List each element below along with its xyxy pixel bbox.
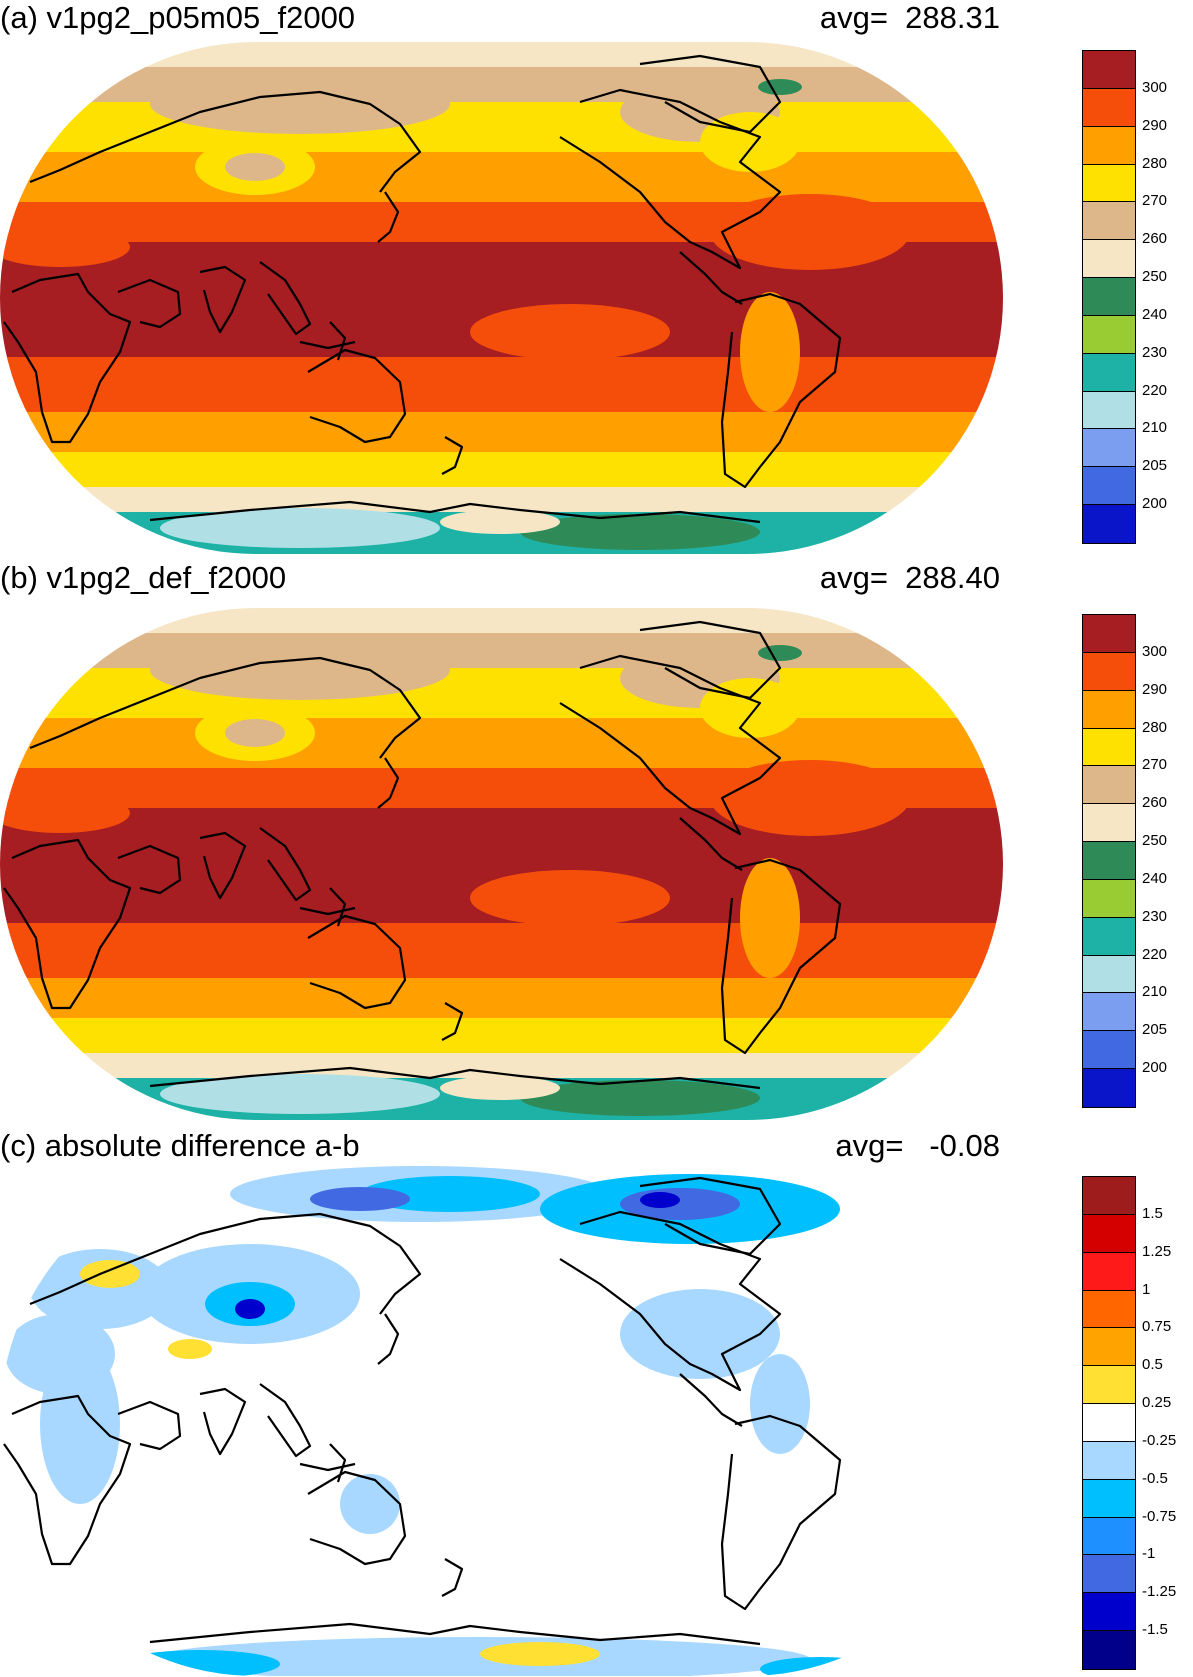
colorbar-tick-label: -0.75 bbox=[1142, 1507, 1177, 1525]
colorbar-swatch bbox=[1083, 766, 1135, 805]
colorbar-tick-label: 0.75 bbox=[1142, 1318, 1172, 1336]
colorbar-swatch bbox=[1083, 1177, 1135, 1215]
avg-value: 288.31 bbox=[905, 0, 1000, 35]
avg-value: 288.40 bbox=[905, 560, 1000, 595]
colorbar-swatch bbox=[1083, 1593, 1135, 1632]
colorbar-swatch bbox=[1083, 917, 1135, 956]
colorbar-swatch bbox=[1083, 315, 1135, 354]
colorbar-tick-label: -1 bbox=[1142, 1545, 1156, 1563]
colorbar-tick-label: -1.5 bbox=[1142, 1621, 1168, 1639]
colorbar-swatch bbox=[1083, 505, 1135, 543]
colorbar-tick-label: 1 bbox=[1142, 1280, 1151, 1298]
panel-a: (a) v1pg2_p05m05_f2000 avg= 288.31 300 29… bbox=[0, 0, 1193, 560]
colorbar-tick-label: -0.5 bbox=[1142, 1469, 1168, 1487]
panel-title: (a) v1pg2_p05m05_f2000 bbox=[0, 0, 356, 35]
colorbar-tick-label: 260 bbox=[1142, 794, 1168, 812]
colorbar-tick-label: 290 bbox=[1142, 116, 1168, 134]
colorbar-swatch bbox=[1083, 391, 1135, 430]
colorbar: 1.5 1.25 1 0.75 0.5 0.25 -0.25 -0.5 -0.75 -1 -1.25… bbox=[1082, 1176, 1189, 1670]
colorbar-swatch bbox=[1083, 467, 1135, 506]
colorbar-swatches bbox=[1082, 1176, 1136, 1670]
panel-average: avg= -0.08 bbox=[835, 1128, 1000, 1164]
colorbar-tick-label: 220 bbox=[1142, 945, 1168, 963]
colorbar-swatch bbox=[1083, 202, 1135, 241]
colorbar-tick-label: -1.25 bbox=[1142, 1583, 1177, 1601]
colorbar-swatch bbox=[1083, 1441, 1135, 1480]
colorbar-swatch bbox=[1083, 1555, 1135, 1594]
colorbar-tick-label: 300 bbox=[1142, 78, 1168, 96]
colorbar-tick-label: 0.5 bbox=[1142, 1356, 1163, 1374]
colorbar-swatch bbox=[1083, 690, 1135, 729]
colorbar-tick-label: 250 bbox=[1142, 832, 1168, 850]
colorbar-tick-label: 200 bbox=[1142, 495, 1168, 513]
colorbar-tick-label: 240 bbox=[1142, 305, 1168, 323]
colorbar-tick-label: 280 bbox=[1142, 154, 1168, 172]
colorbar: 300 290 280 270 260 250 240 230 220 210 205 200 bbox=[1082, 50, 1189, 544]
colorbar-swatch bbox=[1083, 1479, 1135, 1518]
colorbar-swatch bbox=[1083, 804, 1135, 843]
colorbar-swatch bbox=[1083, 1517, 1135, 1556]
panel-title: (b) v1pg2_def_f2000 bbox=[0, 560, 287, 595]
colorbar-tick-label: 260 bbox=[1142, 230, 1168, 248]
panel-average: avg= 288.40 bbox=[820, 560, 1000, 596]
colorbar-swatch bbox=[1083, 240, 1135, 279]
colorbar-tick-label: 220 bbox=[1142, 381, 1168, 399]
colorbar-swatch bbox=[1083, 728, 1135, 767]
colorbar-tick-label: 270 bbox=[1142, 756, 1168, 774]
colorbar-swatch bbox=[1083, 1366, 1135, 1405]
colorbar-swatch bbox=[1083, 164, 1135, 203]
avg-value: -0.08 bbox=[920, 1128, 1000, 1163]
colorbar-swatch bbox=[1083, 429, 1135, 468]
colorbar-swatch bbox=[1083, 1069, 1135, 1107]
world-map bbox=[0, 42, 1003, 554]
colorbar-tick-label: 270 bbox=[1142, 192, 1168, 210]
colorbar-tick-label: 1.5 bbox=[1142, 1204, 1163, 1222]
colorbar-swatch bbox=[1083, 615, 1135, 653]
colorbar-tick-label: 290 bbox=[1142, 680, 1168, 698]
colorbar-tick-label: 0.25 bbox=[1142, 1394, 1172, 1412]
panel-average: avg= 288.31 bbox=[820, 0, 1000, 36]
colorbar-swatch bbox=[1083, 842, 1135, 880]
colorbar-swatch bbox=[1083, 879, 1135, 918]
colorbar-swatch bbox=[1083, 1290, 1135, 1329]
colorbar-swatch bbox=[1083, 1404, 1135, 1442]
colorbar-swatch bbox=[1083, 353, 1135, 392]
colorbar-tick-label: 230 bbox=[1142, 343, 1168, 361]
colorbar-tick-label: 205 bbox=[1142, 1021, 1168, 1039]
colorbar-swatch bbox=[1083, 51, 1135, 89]
colorbar-tick-label: 1.25 bbox=[1142, 1242, 1172, 1260]
colorbar-swatch bbox=[1083, 88, 1135, 127]
world-map bbox=[0, 1164, 1003, 1676]
colorbar-swatch bbox=[1083, 993, 1135, 1032]
colorbar-swatch bbox=[1083, 1631, 1135, 1669]
avg-label: avg= bbox=[819, 560, 888, 595]
colorbar: 300 290 280 270 260 250 240 230 220 210 205 200 bbox=[1082, 614, 1189, 1108]
colorbar-swatch bbox=[1083, 955, 1135, 994]
panel-b: (b) v1pg2_def_f2000 avg= 288.40 300 290 28… bbox=[0, 560, 1193, 1120]
colorbar-swatch bbox=[1083, 1252, 1135, 1291]
colorbar-swatch bbox=[1083, 126, 1135, 165]
colorbar-tick-label: -0.25 bbox=[1142, 1431, 1177, 1449]
colorbar-swatch bbox=[1083, 652, 1135, 691]
panel-title: (c) absolute difference a-b bbox=[0, 1128, 360, 1163]
colorbar-swatch bbox=[1083, 278, 1135, 316]
panel-c: (c) absolute difference a-b avg= -0.08 1… bbox=[0, 1120, 1193, 1677]
colorbar-tick-label: 250 bbox=[1142, 268, 1168, 286]
colorbar-swatch bbox=[1083, 1328, 1135, 1367]
colorbar-tick-label: 240 bbox=[1142, 869, 1168, 887]
colorbar-swatches bbox=[1082, 50, 1136, 544]
colorbar-tick-label: 280 bbox=[1142, 718, 1168, 736]
colorbar-swatch bbox=[1083, 1031, 1135, 1070]
world-map bbox=[0, 608, 1003, 1120]
colorbar-tick-label: 300 bbox=[1142, 642, 1168, 660]
colorbar-swatch bbox=[1083, 1214, 1135, 1253]
colorbar-tick-label: 210 bbox=[1142, 419, 1168, 437]
colorbar-tick-label: 205 bbox=[1142, 457, 1168, 475]
avg-label: avg= bbox=[819, 0, 888, 35]
avg-label: avg= bbox=[835, 1128, 904, 1163]
colorbar-tick-label: 230 bbox=[1142, 907, 1168, 925]
colorbar-swatches bbox=[1082, 614, 1136, 1108]
colorbar-tick-label: 200 bbox=[1142, 1059, 1168, 1077]
colorbar-tick-label: 210 bbox=[1142, 983, 1168, 1001]
